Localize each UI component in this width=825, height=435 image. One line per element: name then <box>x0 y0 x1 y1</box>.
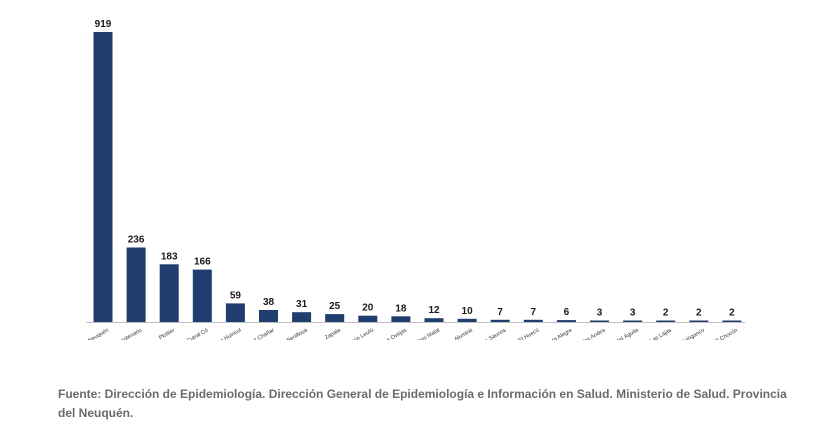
bar-3 <box>192 269 212 322</box>
value-label-16: 3 <box>630 308 636 319</box>
value-label-1: 236 <box>128 235 145 246</box>
bar-1 <box>126 247 146 322</box>
category-label-13: El Huecú <box>518 328 541 340</box>
value-label-6: 31 <box>296 299 308 310</box>
category-label-4: Plaza Huincul <box>210 328 243 340</box>
bar-18 <box>689 320 709 322</box>
category-label-7: Zapala <box>324 327 343 340</box>
value-label-18: 2 <box>696 308 702 319</box>
bar-11 <box>457 318 477 322</box>
value-label-3: 166 <box>194 257 211 268</box>
category-label-2: Plottier <box>158 327 176 340</box>
value-label-15: 3 <box>597 308 603 319</box>
value-label-9: 18 <box>395 303 407 314</box>
bar-13 <box>523 319 543 322</box>
bars-group <box>93 32 742 322</box>
value-label-12: 7 <box>497 307 503 318</box>
bar-chart: 919 236 183 166 59 38 31 25 20 18 12 10 7 7 6 3 3 2 2 2 Neu… <box>86 19 745 340</box>
value-label-11: 10 <box>462 306 474 317</box>
bar-19 <box>722 320 742 322</box>
value-label-8: 20 <box>362 303 374 314</box>
value-label-19: 2 <box>729 308 735 319</box>
category-label-11: Aluminé <box>454 328 475 340</box>
category-label-18: Huinganco <box>680 328 706 340</box>
category-label-9: Las Ovejas <box>381 327 408 340</box>
value-label-14: 6 <box>564 307 570 318</box>
value-label-4: 59 <box>230 290 242 301</box>
value-label-2: 183 <box>161 251 178 262</box>
category-label-19: Villa El Chocón <box>703 328 739 340</box>
bar-6 <box>292 312 312 322</box>
category-label-10: Chos Malal <box>414 328 441 340</box>
value-label-10: 12 <box>428 305 440 316</box>
source-caption: Fuente: Dirección de Epidemiología. Dire… <box>58 387 787 420</box>
bar-7 <box>325 314 345 322</box>
bar-8 <box>358 315 378 322</box>
value-label-5: 38 <box>263 297 275 308</box>
bar-2 <box>159 264 179 322</box>
value-label-13: 7 <box>531 307 537 318</box>
category-labels-group: Neuquén Centenario Plottier Cutral Có Plaza … <box>87 326 739 340</box>
category-label-8: Picún Leufú <box>346 328 375 340</box>
bar-4 <box>225 303 245 322</box>
category-label-0: Neuquén <box>87 328 110 340</box>
bar-16 <box>623 320 643 322</box>
category-label-17: Las Lajas <box>649 327 673 340</box>
bar-15 <box>590 320 609 322</box>
category-label-3: Cutral Có <box>186 328 209 340</box>
category-label-14: Vista Alegre <box>545 328 574 340</box>
bar-12 <box>490 319 510 322</box>
value-labels-group: 919 236 183 166 59 38 31 25 20 18 12 10 7 7 6 3 3 2 2 2 <box>95 19 735 319</box>
bar-14 <box>556 320 576 322</box>
category-label-1: Centenario <box>116 328 143 340</box>
bar-5 <box>259 310 278 322</box>
value-label-0: 919 <box>95 19 112 30</box>
value-label-7: 25 <box>329 301 341 312</box>
bar-17 <box>656 320 676 322</box>
bar-9 <box>391 316 411 322</box>
bar-0 <box>93 32 113 322</box>
value-label-17: 2 <box>663 308 669 319</box>
bar-10 <box>424 318 444 322</box>
category-label-6: Senillosa <box>286 327 309 340</box>
